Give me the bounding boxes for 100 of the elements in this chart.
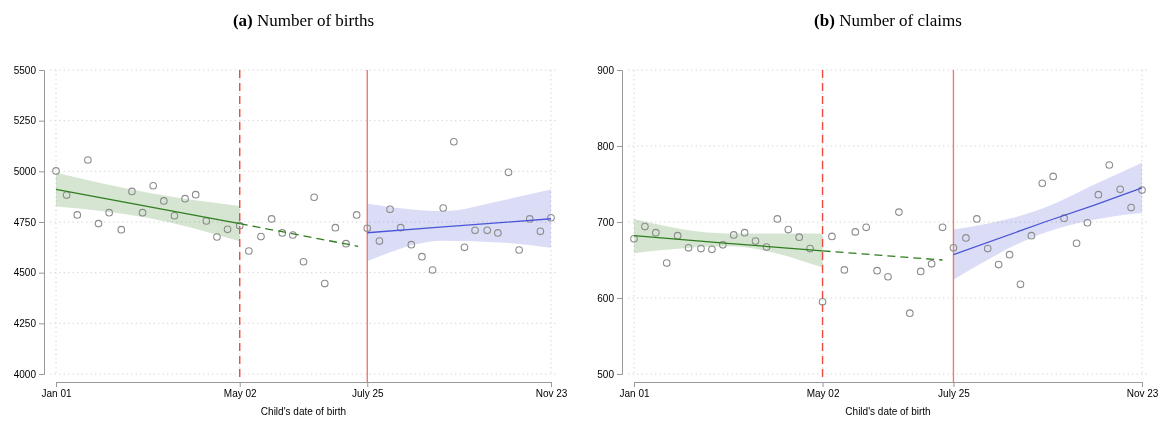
point xyxy=(515,246,523,254)
x-axis-title: Child's date of birth xyxy=(260,406,347,417)
point xyxy=(191,190,200,199)
point xyxy=(662,259,671,267)
point xyxy=(128,187,136,196)
point xyxy=(828,232,836,241)
point xyxy=(1016,280,1025,289)
point xyxy=(949,244,958,252)
point xyxy=(1027,231,1036,240)
y-tick-label: 5000 xyxy=(13,166,37,178)
point xyxy=(223,225,232,234)
point xyxy=(439,204,448,212)
x-tick-label: Nov 23 xyxy=(1126,388,1159,400)
y-tick-label: 500 xyxy=(597,368,615,380)
point xyxy=(884,272,892,281)
y-tick-label: 4000 xyxy=(13,368,37,380)
point xyxy=(1083,218,1092,227)
point xyxy=(396,223,405,232)
point xyxy=(1038,179,1047,188)
point xyxy=(363,224,372,233)
y-tick-label: 4250 xyxy=(13,318,37,330)
point xyxy=(202,217,211,225)
point xyxy=(213,233,221,241)
point xyxy=(342,239,350,248)
point xyxy=(851,228,860,236)
line-series xyxy=(366,218,552,234)
point xyxy=(873,266,881,275)
point xyxy=(994,260,1003,269)
point xyxy=(895,208,903,216)
point xyxy=(386,205,394,214)
point xyxy=(320,279,329,288)
point xyxy=(1138,186,1146,194)
point xyxy=(460,243,469,252)
point xyxy=(525,215,534,223)
x-tick-label: July 25 xyxy=(938,388,971,400)
x-tick-label: July 25 xyxy=(351,388,385,400)
y-tick-label: 800 xyxy=(597,140,615,152)
point xyxy=(806,244,814,253)
point xyxy=(149,181,158,190)
x-axis-title: Child's date of birth xyxy=(845,406,931,417)
point xyxy=(94,219,103,228)
point xyxy=(1105,161,1114,169)
point xyxy=(310,193,318,202)
point xyxy=(117,225,126,234)
point xyxy=(299,257,308,266)
point xyxy=(235,221,244,230)
point xyxy=(1094,190,1103,199)
point xyxy=(1005,250,1014,259)
point xyxy=(352,211,361,219)
point xyxy=(375,237,384,245)
point xyxy=(267,215,276,223)
point xyxy=(630,234,638,243)
point xyxy=(938,223,947,232)
point xyxy=(840,266,849,274)
point xyxy=(641,222,649,231)
point xyxy=(684,244,693,252)
point xyxy=(138,208,147,217)
point xyxy=(905,309,914,318)
point xyxy=(651,228,660,237)
point xyxy=(494,229,502,237)
point xyxy=(972,215,981,223)
y-tick-label: 5250 xyxy=(13,115,37,127)
y-tick-label: 5500 xyxy=(13,64,37,76)
x-tick-label: May 02 xyxy=(806,388,840,400)
point xyxy=(471,226,479,235)
y-tick-label: 600 xyxy=(597,292,615,304)
point xyxy=(1060,214,1068,223)
point xyxy=(697,244,705,253)
point xyxy=(449,137,458,146)
point xyxy=(762,243,771,251)
point xyxy=(773,215,782,223)
point xyxy=(84,156,92,164)
point xyxy=(1049,172,1058,181)
chart-title: (b) Number of claims xyxy=(814,11,962,30)
x-tick-label: Jan 01 xyxy=(41,388,72,400)
point xyxy=(428,266,437,274)
point xyxy=(983,244,992,253)
chart-title: (a) Number of births xyxy=(232,11,375,30)
y-tick-label: 4750 xyxy=(13,216,37,228)
point xyxy=(289,231,297,239)
point xyxy=(257,232,265,241)
x-tick-label: May 02 xyxy=(223,388,258,400)
point xyxy=(729,231,738,239)
point xyxy=(73,211,82,219)
point xyxy=(784,225,793,234)
point xyxy=(1072,239,1081,248)
point xyxy=(407,240,416,249)
point xyxy=(740,228,749,237)
point xyxy=(916,267,925,276)
y-tick-label: 4500 xyxy=(13,267,37,279)
x-tick-label: Nov 23 xyxy=(535,388,568,400)
point xyxy=(52,167,60,175)
point xyxy=(708,245,716,254)
point xyxy=(418,252,426,261)
point xyxy=(278,229,287,237)
point xyxy=(170,211,179,220)
point xyxy=(1127,203,1135,212)
point xyxy=(245,247,253,255)
point xyxy=(105,208,113,217)
point xyxy=(962,234,970,242)
